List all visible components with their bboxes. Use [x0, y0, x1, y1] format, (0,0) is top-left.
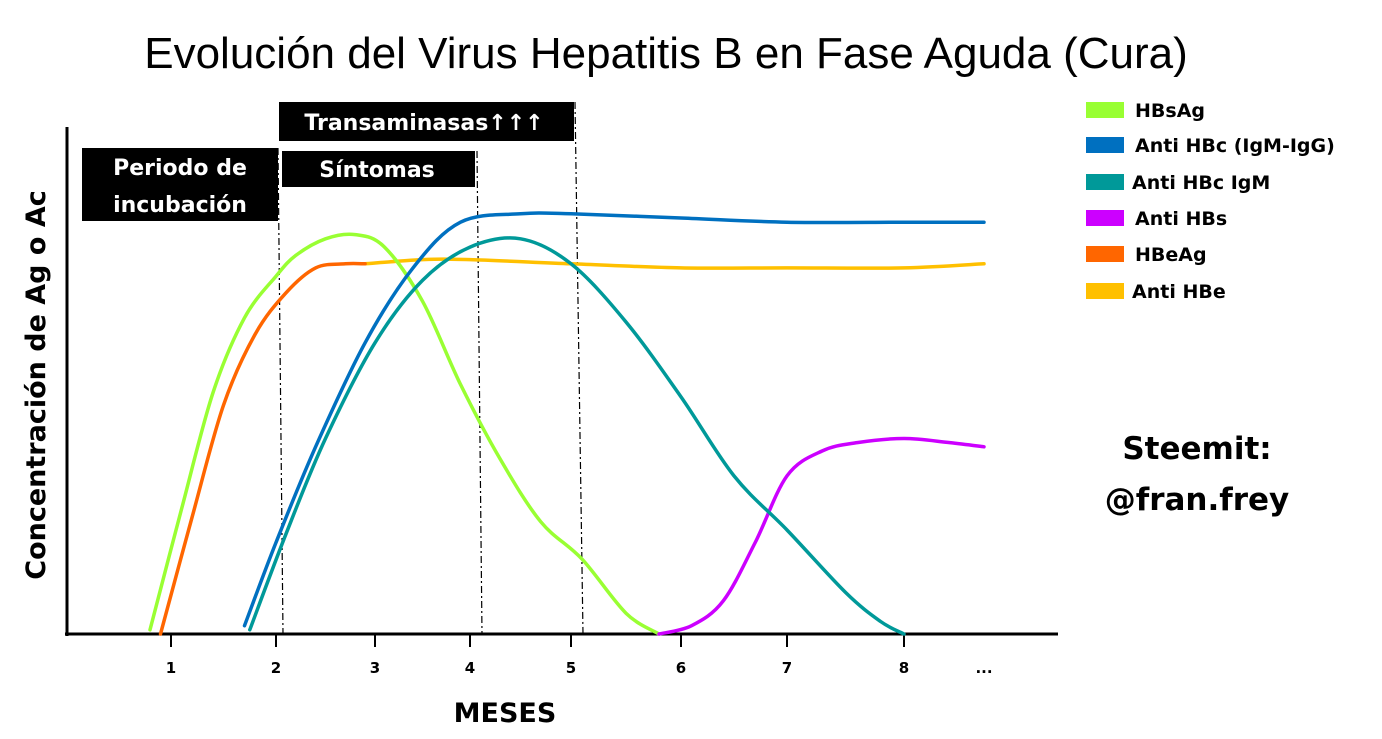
x-tick-label-6: 7 — [782, 659, 792, 677]
legend-label-anti-hbs: Anti HBs — [1135, 208, 1227, 230]
series-lines — [148, 211, 986, 636]
axes — [65, 127, 1058, 636]
phase-symptoms-label: Síntomas — [319, 158, 435, 183]
legend: HBsAg Anti HBc (IgM-IgG) Anti HBc IgM Anti … — [1086, 100, 1335, 303]
legend-swatch-anti-hbc-igm — [1086, 174, 1124, 190]
phase-boundary-2 — [476, 150, 483, 635]
phase-transaminases: Transaminasas↑↑↑ — [279, 102, 574, 141]
series-line-hbeag — [158, 261, 367, 636]
y-axis-label: Concentración de Ag o Ac — [21, 190, 52, 580]
legend-swatch-anti-hbe — [1086, 283, 1124, 299]
legend-swatch-anti-hbc-igm-igg — [1086, 137, 1124, 153]
credit-annotation: Steemit: @fran.frey — [1105, 431, 1290, 518]
credit-line2: @fran.frey — [1105, 482, 1290, 518]
legend-swatch-hbeag — [1086, 246, 1124, 262]
x-tick-label-1: 2 — [271, 659, 281, 677]
legend-label-hbsag: HBsAg — [1135, 100, 1205, 122]
legend-label-anti-hbc-igm: Anti HBc IgM — [1132, 172, 1270, 194]
phase-transaminases-label: Transaminasas↑↑↑ — [304, 111, 543, 136]
x-axis-ticks: 1 2 3 4 5 6 7 8... — [166, 634, 993, 677]
x-tick-label-3: 4 — [465, 659, 475, 677]
legend-swatch-hbsag — [1086, 102, 1124, 118]
x-axis-label: MESES — [454, 698, 557, 729]
phase-incubation: Periodo de incubación — [82, 148, 278, 221]
phase-symptoms-box — [282, 151, 475, 187]
x-tick-label-4: 5 — [566, 659, 576, 677]
series-line-anti-hbc-igm-igg — [242, 211, 986, 628]
phase-incubation-box — [82, 148, 278, 221]
phase-boundary-3 — [574, 101, 584, 635]
legend-label-anti-hbc-igm-igg: Anti HBc (IgM-IgG) — [1135, 135, 1335, 157]
phase-incubation-label-line2: incubación — [113, 193, 247, 218]
phase-boundaries — [277, 101, 584, 635]
legend-swatch-anti-hbs — [1086, 210, 1124, 226]
phase-transaminases-box — [279, 102, 574, 141]
series-line-hbsag — [148, 232, 661, 636]
x-tick-label-7: 8 — [899, 659, 909, 677]
chart-title: Evolución del Virus Hepatitis B en Fase … — [144, 29, 1188, 78]
legend-label-hbeag: HBeAg — [1135, 244, 1207, 266]
phase-symptoms: Síntomas — [282, 151, 475, 187]
series-line-anti-hbc-igm — [248, 236, 906, 636]
phase-boundary-1 — [277, 147, 284, 635]
x-tick-label-8: ... — [975, 659, 992, 677]
x-tick-label-2: 3 — [370, 659, 380, 677]
credit-line1: Steemit: — [1122, 431, 1271, 467]
x-tick-label-5: 6 — [676, 659, 686, 677]
phase-incubation-label-line1: Periodo de — [113, 156, 247, 181]
series-line-anti-hbs — [657, 436, 986, 636]
x-tick-label-0: 1 — [166, 659, 176, 677]
legend-label-anti-hbe: Anti HBe — [1132, 281, 1226, 303]
series-line-anti-hbe — [363, 257, 986, 270]
